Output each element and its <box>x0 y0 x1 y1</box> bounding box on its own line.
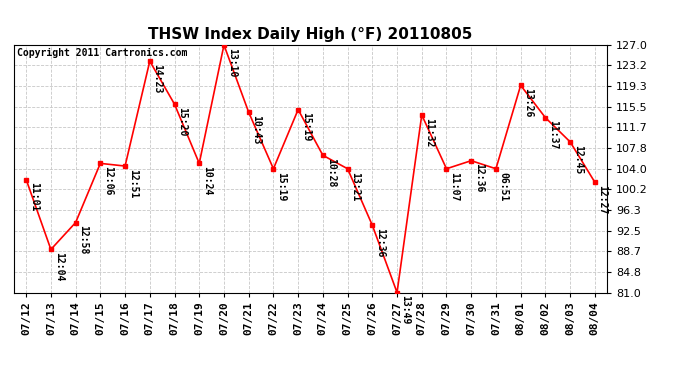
Text: 13:10: 13:10 <box>227 48 237 77</box>
Text: 12:36: 12:36 <box>375 228 385 257</box>
Text: 11:07: 11:07 <box>449 171 460 201</box>
Text: 13:26: 13:26 <box>524 88 533 117</box>
Text: 10:43: 10:43 <box>251 115 262 144</box>
Text: 15:20: 15:20 <box>177 107 187 136</box>
Text: 11:01: 11:01 <box>29 182 39 212</box>
Text: 12:36: 12:36 <box>474 164 484 193</box>
Text: 11:32: 11:32 <box>424 118 435 147</box>
Text: 14:23: 14:23 <box>152 64 163 93</box>
Text: 12:51: 12:51 <box>128 169 138 198</box>
Text: 06:51: 06:51 <box>499 171 509 201</box>
Text: 12:45: 12:45 <box>573 145 583 174</box>
Text: 13:21: 13:21 <box>351 171 360 201</box>
Text: 12:27: 12:27 <box>598 185 608 214</box>
Title: THSW Index Daily High (°F) 20110805: THSW Index Daily High (°F) 20110805 <box>148 27 473 42</box>
Text: 10:24: 10:24 <box>202 166 212 195</box>
Text: 12:04: 12:04 <box>54 252 63 282</box>
Text: 15:19: 15:19 <box>276 171 286 201</box>
Text: 11:37: 11:37 <box>548 120 558 150</box>
Text: 12:58: 12:58 <box>79 225 88 255</box>
Text: 12:06: 12:06 <box>103 166 113 195</box>
Text: 13:49: 13:49 <box>400 295 410 325</box>
Text: 15:19: 15:19 <box>301 112 311 142</box>
Text: 10:28: 10:28 <box>326 158 335 188</box>
Text: Copyright 2011 Cartronics.com: Copyright 2011 Cartronics.com <box>17 48 187 57</box>
